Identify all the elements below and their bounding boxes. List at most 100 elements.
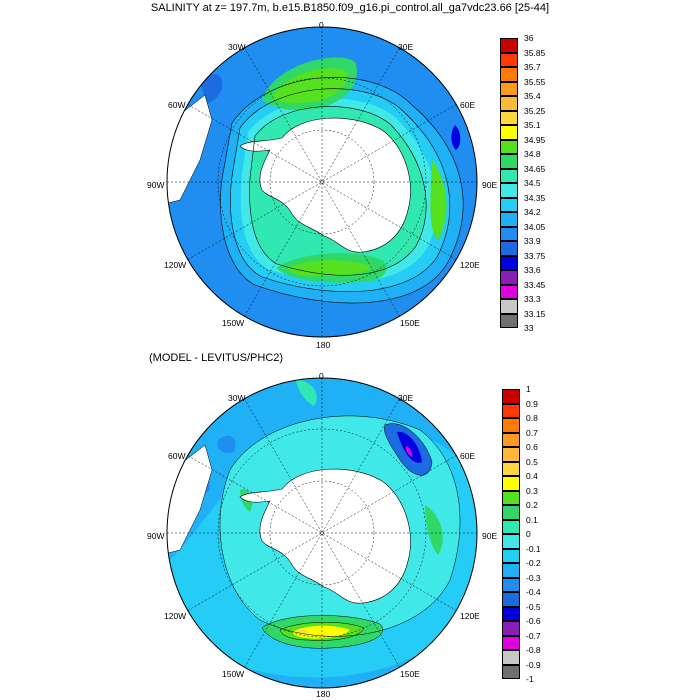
lon-label: 180 — [316, 689, 331, 699]
lon-label: 90W — [147, 180, 165, 190]
salinity-colorbar: 33 33.15 33.3 33.45 33.6 33.75 33.9 34.05 34.2 34… — [500, 33, 560, 343]
colorbar-label: 35.55 — [524, 76, 546, 87]
colorbar-swatch — [500, 241, 518, 256]
colorbar-swatch — [500, 197, 518, 212]
colorbar-swatch — [502, 519, 520, 534]
colorbar-label: 34.35 — [524, 192, 546, 203]
lon-label: 120W — [164, 260, 187, 270]
colorbar-label: 33.15 — [524, 308, 546, 319]
colorbar-label: 34.2 — [524, 207, 541, 217]
lon-label: 120W — [164, 611, 187, 621]
colorbar-label: 33.6 — [524, 265, 541, 275]
lon-label: 120E — [460, 611, 480, 621]
colorbar-label: 0.2 — [526, 500, 538, 510]
lon-label: 60E — [460, 100, 476, 110]
lon-label: 30W — [228, 393, 246, 403]
colorbar-swatch — [500, 67, 518, 82]
colorbar-swatch — [500, 226, 518, 241]
colorbar-label: 35.7 — [524, 62, 541, 72]
colorbar-swatch — [502, 389, 520, 404]
colorbar-label: -0.8 — [526, 645, 541, 655]
lon-label: 0 — [319, 20, 324, 30]
colorbar-swatch — [502, 418, 520, 433]
colorbar-label: 0 — [526, 529, 531, 539]
colorbar-label: 35.85 — [524, 47, 546, 58]
lon-label: 30E — [398, 42, 414, 52]
colorbar-label: 34.95 — [524, 134, 546, 145]
colorbar-label: 0.5 — [526, 456, 538, 467]
colorbar-swatch — [500, 255, 518, 270]
colorbar-label: -0.2 — [526, 558, 541, 568]
lon-label: 0 — [319, 371, 324, 381]
difference-colorbar: -1 -0.9 -0.8 -0.7 -0.6 -0.5 -0.4 -0.3 -0.2 -0.1 0 0… — [502, 384, 562, 694]
lon-label: 180 — [316, 340, 331, 350]
colorbar-label: 0.4 — [526, 471, 538, 481]
colorbar-swatch — [502, 606, 520, 621]
lon-label: 90E — [482, 180, 498, 190]
colorbar-swatch — [502, 403, 520, 418]
colorbar-label: 33 — [524, 323, 534, 333]
lon-label: 150E — [400, 318, 420, 328]
chart-title: SALINITY at z= 197.7m, b.e15.B1850.f09_g… — [150, 2, 550, 14]
lon-label: 150W — [222, 318, 245, 328]
lon-label: 90E — [482, 531, 498, 541]
colorbar-label: 33.45 — [524, 279, 546, 290]
colorbar-label: 36 — [524, 33, 534, 43]
colorbar-swatch — [500, 168, 518, 183]
colorbar-label: 0.8 — [526, 413, 538, 423]
colorbar-label: 0.7 — [526, 427, 538, 438]
colorbar-swatch — [502, 592, 520, 607]
colorbar-swatch — [500, 125, 518, 140]
colorbar-swatch — [500, 284, 518, 299]
colorbar-swatch — [502, 447, 520, 462]
lon-label: 120E — [460, 260, 480, 270]
colorbar-swatch — [502, 650, 520, 665]
colorbar-swatch — [500, 313, 518, 328]
colorbar-swatch — [500, 96, 518, 111]
colorbar-label: 0.1 — [526, 514, 538, 525]
colorbar-swatch — [502, 621, 520, 636]
colorbar-label: 33.3 — [524, 294, 541, 304]
colorbar-swatch — [500, 183, 518, 198]
colorbar-swatch — [500, 52, 518, 67]
colorbar-swatch — [502, 635, 520, 650]
colorbar-swatch — [502, 534, 520, 549]
colorbar-swatch — [500, 212, 518, 227]
colorbar-swatch — [500, 270, 518, 285]
colorbar-label: 33.9 — [524, 236, 541, 246]
colorbar-swatch — [500, 154, 518, 169]
colorbar-label: -0.3 — [526, 572, 541, 583]
lon-label: 90W — [147, 531, 165, 541]
colorbar-label: -0.4 — [526, 587, 541, 597]
lon-label: 60W — [168, 100, 186, 110]
colorbar-label: 35.4 — [524, 91, 541, 101]
colorbar-label: -0.7 — [526, 630, 541, 641]
lon-label: 150E — [400, 669, 420, 679]
colorbar-label: -0.6 — [526, 616, 541, 626]
colorbar-label: 34.65 — [524, 163, 546, 174]
salinity-polar-map — [166, 26, 478, 338]
colorbar-swatch — [500, 139, 518, 154]
colorbar-swatch — [502, 490, 520, 505]
chart-subtitle: (MODEL - LEVITUS/PHC2) — [149, 352, 284, 364]
colorbar-label: -1 — [526, 674, 534, 684]
colorbar-swatch — [502, 476, 520, 491]
colorbar-label: 0.3 — [526, 485, 538, 496]
colorbar-swatch — [502, 664, 520, 679]
colorbar-swatch — [502, 577, 520, 592]
lon-label: 30W — [228, 42, 246, 52]
lon-label: 30E — [398, 393, 414, 403]
lon-label: 60W — [168, 451, 186, 461]
lon-label: 60E — [460, 451, 476, 461]
colorbar-swatch — [502, 505, 520, 520]
colorbar-label: 1 — [526, 384, 531, 394]
colorbar-label: -0.5 — [526, 601, 541, 612]
colorbar-label: -0.1 — [526, 543, 541, 554]
colorbar-label: 34.5 — [524, 178, 541, 188]
colorbar-swatch — [502, 563, 520, 578]
colorbar-swatch — [502, 461, 520, 476]
colorbar-label: 35.1 — [524, 120, 541, 130]
difference-polar-map — [166, 377, 478, 689]
colorbar-label: 34.8 — [524, 149, 541, 159]
colorbar-swatch — [500, 299, 518, 314]
